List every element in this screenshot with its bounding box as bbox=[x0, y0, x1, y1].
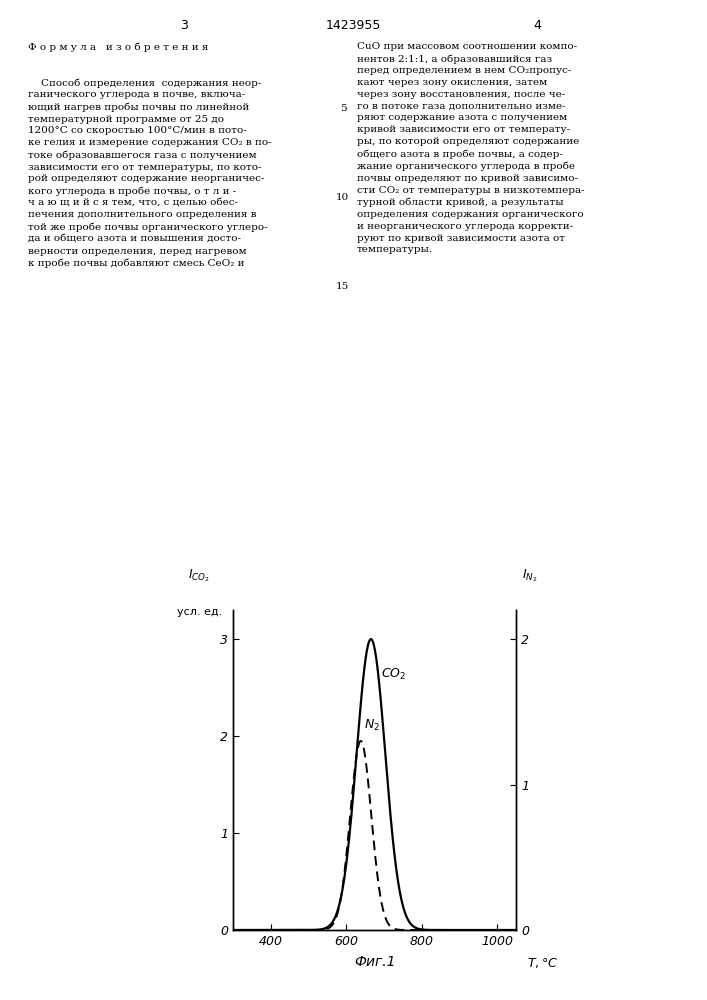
Text: $I_{CO_2}$: $I_{CO_2}$ bbox=[188, 568, 210, 584]
Text: 3: 3 bbox=[180, 19, 188, 32]
Text: 4: 4 bbox=[533, 19, 542, 32]
Text: Способ определения  содержания неор-
ганического углерода в почве, включа-
ющий : Способ определения содержания неор- гани… bbox=[28, 78, 272, 268]
Text: $T,°C$: $T,°C$ bbox=[527, 956, 559, 970]
Text: CuO при массовом соотношении компо-
нентов 2:1:1, а образовавшийся газ
перед опр: CuO при массовом соотношении компо- нент… bbox=[357, 42, 585, 254]
Text: Ф о р м у л а   и з о б р е т е н и я: Ф о р м у л а и з о б р е т е н и я bbox=[28, 42, 209, 51]
Text: Фиг.1: Фиг.1 bbox=[354, 955, 395, 969]
Text: 5



10



15: 5 10 15 bbox=[337, 104, 349, 291]
Text: $CO_2$: $CO_2$ bbox=[382, 666, 407, 682]
Text: $I_{N_2}$: $I_{N_2}$ bbox=[522, 568, 537, 584]
Text: $N_2$: $N_2$ bbox=[364, 718, 380, 733]
Text: усл. ед.: усл. ед. bbox=[177, 607, 222, 617]
Text: 1423955: 1423955 bbox=[326, 19, 381, 32]
